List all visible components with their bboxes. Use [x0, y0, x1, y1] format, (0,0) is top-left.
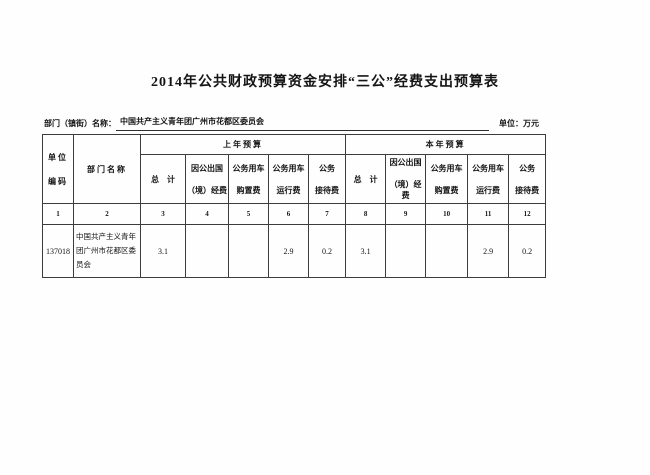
department-field-label: 部门（镇街）名称： [44, 119, 116, 128]
cell-dept-name: 中国共产主义青年团广州市花都区委员会 [73, 224, 141, 278]
header-group-last-year: 上年预算 [139, 134, 347, 155]
col-number-7: 7 [307, 203, 347, 225]
header-text: 总 计 [151, 174, 175, 184]
unit-of-measure-label: 单位：万元 [499, 119, 539, 128]
cell-ly-abroad [185, 224, 229, 278]
header-text: 运行费 [276, 185, 301, 195]
meta-row: 部门（镇街）名称： 中国共产主义青年团广州市花都区委员会 单位：万元 [44, 116, 545, 131]
department-field: 部门（镇街）名称： 中国共产主义青年团广州市花都区委员会 [44, 116, 489, 131]
header-unit-code-line2: 编码 [48, 176, 68, 186]
cell-ty-total: 3.1 [345, 224, 387, 278]
col-number-9: 9 [385, 203, 427, 225]
col-number-4: 4 [185, 203, 229, 225]
cell-ly-total: 3.1 [140, 224, 186, 278]
department-field-value: 中国共产主义青年团广州市花都区委员会 [116, 116, 489, 131]
header-ty-vehicle-operation: 公务用车 运行费 [467, 154, 510, 204]
header-group-this-year: 本年预算 [345, 134, 547, 155]
header-text: 因公出国 [191, 163, 223, 173]
cell-ly-vehicle-operation: 2.9 [268, 224, 309, 278]
col-number-10: 10 [425, 203, 469, 225]
col-number-3: 3 [140, 203, 186, 225]
budget-table: 单位 编码 部门名称 上年预算 本年预算 总 计 因公出国 （境）经费 公务用车… [42, 134, 547, 278]
header-text: 接待费 [315, 185, 340, 195]
cell-unit-code: 137018 [42, 224, 74, 278]
cell-ly-vehicle-purchase [228, 224, 269, 278]
header-text: 总 计 [353, 174, 378, 184]
header-text: （境）经费 [187, 185, 227, 195]
header-text: 公务用车 [272, 163, 305, 173]
header-text: 运行费 [476, 185, 501, 195]
header-text: 购置费 [434, 185, 459, 195]
header-ly-vehicle-operation: 公务用车 运行费 [268, 154, 309, 204]
header-text: 公务 [519, 163, 536, 173]
header-dept-name: 部门名称 [73, 134, 141, 204]
header-ty-total: 总 计 [345, 154, 387, 204]
header-text: 公务用车 [472, 163, 505, 173]
header-ly-reception: 公务 接待费 [307, 154, 347, 204]
cell-ty-reception: 0.2 [508, 224, 547, 278]
header-text: （境）经费 [389, 180, 422, 200]
col-number-8: 8 [345, 203, 387, 225]
table-group-header-row: 单位 编码 部门名称 上年预算 本年预算 [42, 134, 547, 204]
header-text: 接待费 [515, 185, 540, 195]
header-text: 公务 [319, 163, 336, 173]
table-subheader-row: 总 计 因公出国 （境）经费 公务用车 购置费 公务用车 运行费 公务 接待费 [43, 154, 547, 204]
cell-ty-abroad [385, 224, 427, 278]
header-text: 公务用车 [232, 163, 265, 173]
header-ly-total: 总 计 [140, 154, 186, 204]
header-ly-abroad: 因公出国 （境）经费 [185, 154, 229, 204]
col-number-2: 2 [73, 203, 141, 225]
header-text: 因公出国 [389, 158, 422, 167]
header-ty-abroad: 因公出国 （境）经费 [385, 154, 427, 204]
header-ly-vehicle-purchase: 公务用车 购置费 [228, 154, 269, 204]
header-unit-code: 单位 编码 [42, 134, 74, 204]
col-number-1: 1 [42, 203, 74, 225]
col-number-6: 6 [268, 203, 309, 225]
header-text: 公务用车 [430, 163, 463, 173]
col-number-12: 12 [508, 203, 547, 225]
col-number-11: 11 [467, 203, 510, 225]
header-ty-vehicle-purchase: 公务用车 购置费 [425, 154, 469, 204]
data-row: 137018 中国共产主义青年团广州市花都区委员会 3.1 2.9 0.2 3.… [42, 224, 547, 278]
cell-ly-reception: 0.2 [307, 224, 347, 278]
col-number-5: 5 [228, 203, 269, 225]
cell-ty-vehicle-operation: 2.9 [467, 224, 510, 278]
cell-ty-vehicle-purchase [425, 224, 469, 278]
header-unit-code-line1: 单位 [48, 152, 68, 162]
column-number-row: 1 2 3 4 5 6 7 8 9 10 11 12 [42, 203, 547, 225]
header-ty-reception: 公务 接待费 [508, 154, 547, 204]
header-text: 购置费 [236, 185, 261, 195]
document-title: 2014年公共财政预算资金安排“三公”经费支出预算表 [151, 75, 499, 90]
